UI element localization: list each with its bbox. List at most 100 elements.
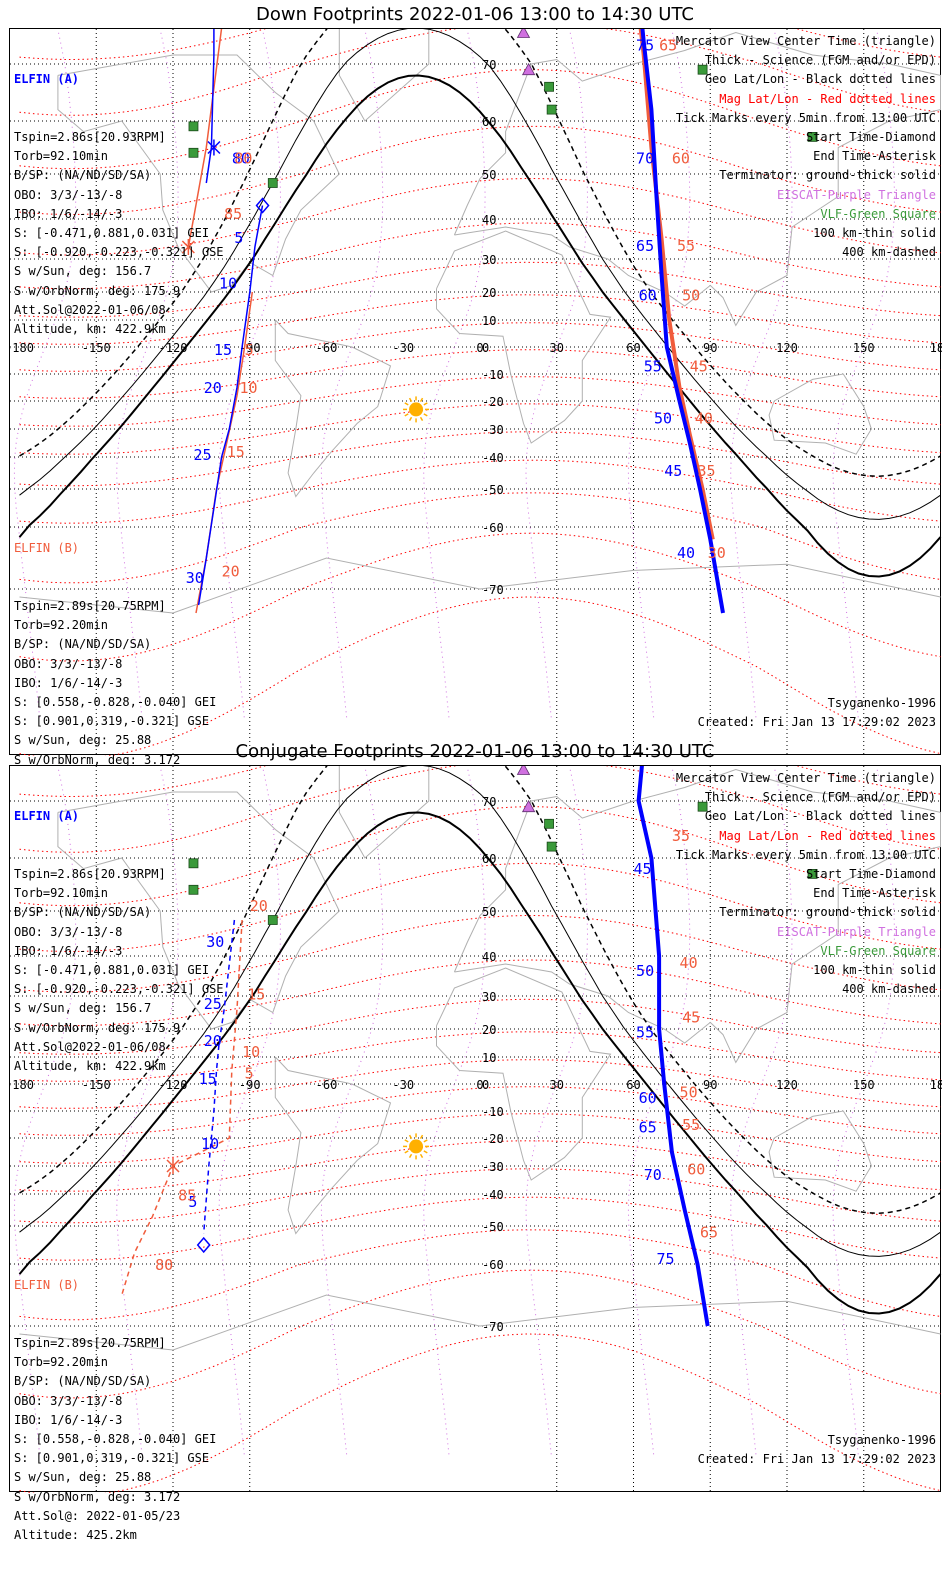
down-footprints-map: -180-150-120-90-60-300306090120150180706… — [9, 28, 942, 805]
latitude-tick-label: -20 — [482, 1132, 504, 1146]
latitude-tick-label: -60 — [482, 521, 504, 535]
vlf-square-icon — [546, 104, 557, 115]
mag-latitude-line — [19, 349, 941, 399]
elfin-b-track-west — [121, 919, 243, 1296]
info-line: OBO: 3/3/-13/-8 — [14, 1393, 123, 1408]
sun-ray — [419, 416, 424, 422]
latitude-tick-label: -30 — [482, 423, 504, 437]
elfin-b-params: Tspin=2.89s[20.75RPM] Torb=92.20min B/SP: … — [14, 1334, 216, 1545]
legend-entry: Mercator View Center Time (triangle) — [675, 34, 936, 48]
mag-latitude-line — [19, 29, 941, 61]
elfin-a-track-main — [197, 205, 264, 606]
elfin-a-tick-label: 25 — [193, 446, 211, 464]
legend-entry: Mag Lat/Lon - Red dotted lines — [719, 828, 936, 843]
elfin-a-tick-label: 20 — [204, 1032, 222, 1050]
end-asterisk-icon — [166, 1158, 180, 1174]
coastline — [338, 766, 430, 859]
elfin-a-tick-label: 10 — [219, 275, 237, 293]
elfin-a-tick-label: 65 — [636, 237, 654, 255]
elfin-a-tick-label: 70 — [644, 1166, 662, 1184]
info-line: Torb=92.20min — [14, 618, 108, 633]
mag-latitude-line — [19, 1168, 941, 1224]
longitude-tick-label: -30 — [392, 341, 414, 355]
vlf-square-icon — [697, 801, 708, 812]
sun-ray — [404, 1150, 409, 1154]
latitude-tick-label: 60 — [482, 115, 496, 129]
elfin-b-tick-label: 65 — [659, 37, 677, 55]
elfin-a-tick-label: 10 — [201, 1135, 219, 1153]
elfin-a-tick-label: 5 — [188, 1193, 197, 1211]
sun-ray — [423, 1150, 428, 1154]
created-timestamp: Created: Fri Jan 13 17:29:02 2023 — [697, 1452, 936, 1466]
mag-latitude-line — [19, 125, 941, 216]
elfin-a-tick-label: 55 — [644, 357, 662, 375]
vlf-square-icon — [546, 841, 557, 852]
elfin-a-tick-label: 40 — [677, 544, 695, 562]
mag-latitude-line — [19, 862, 941, 953]
terminator-ground-line — [18, 811, 942, 1315]
legend-entry: Start Time-Diamond — [805, 867, 936, 882]
info-line: S w/Sun, deg: 156.7 — [14, 264, 152, 279]
mag-latitude-line — [19, 1059, 941, 1109]
elfin-a-tick-label: 30 — [206, 933, 224, 951]
sun-ray — [419, 1153, 424, 1159]
elfin-b-tick-label: 85 — [224, 205, 242, 223]
longitude-tick-label: -150 — [82, 1078, 111, 1092]
info-line: Altitude: 425.2km — [14, 1528, 137, 1543]
mag-latitude-line — [19, 1113, 941, 1164]
mag-latitude-line — [19, 1229, 941, 1321]
elfin-b-tick-label: 35 — [672, 827, 690, 845]
elfin-a-info-block: ELFIN (A) Tspin=2.86s[20.93RPM] Torb=92.1… — [14, 32, 224, 378]
info-line: OBO: 3/3/-13/-8 — [14, 187, 123, 202]
info-line: Torb=92.10min — [14, 886, 108, 901]
longitude-tick-label: 150 — [853, 341, 875, 355]
elfin-a-tick-label: 20 — [204, 379, 222, 397]
terminator-400km-line — [19, 766, 941, 1214]
legend-entry: Start Time-Diamond — [805, 130, 936, 145]
info-line: S w/OrbNorm, deg: 3.172 — [14, 752, 181, 767]
elfin-b-tick-label: 60 — [672, 149, 690, 167]
vlf-square-icon — [188, 121, 199, 132]
terminator-ground-line — [18, 74, 942, 578]
info-line: Att.Sol@2022-01-06/08 — [14, 302, 166, 317]
elfin-b-tick-label: 60 — [687, 1160, 705, 1178]
longitude-tick-label: 0 — [476, 1078, 483, 1092]
elfin-b-track-west — [187, 29, 223, 248]
latitude-tick-label: 70 — [482, 58, 496, 72]
sun-ray — [423, 1139, 428, 1143]
elfin-b-tick-label: 20 — [222, 563, 240, 581]
mag-latitude-line — [19, 1333, 941, 1493]
elfin-a-info-block: ELFIN (A) Tspin=2.86s[20.93RPM] Torb=92.1… — [14, 769, 224, 1115]
longitude-tick-label: -60 — [316, 341, 338, 355]
latitude-tick-label: 60 — [482, 852, 496, 866]
longitude-tick-label: 30 — [550, 341, 564, 355]
latitude-tick-label: 50 — [482, 905, 496, 919]
mag-latitude-line — [19, 177, 941, 256]
eiscat-triangle-icon — [521, 799, 536, 813]
sun-ray — [423, 402, 428, 406]
latitude-tick-label: 20 — [482, 286, 496, 300]
sun-ray — [419, 397, 424, 402]
mag-latitude-line — [19, 459, 941, 524]
legend-entry: VLF-Green Square — [820, 206, 936, 221]
mag-latitude-line — [19, 959, 941, 1027]
longitude-tick-label: -120 — [159, 1078, 188, 1092]
elfin-b-tick-label: 5 — [245, 341, 254, 359]
info-line: S: [0.901,0.319,-0.321] GSE — [14, 714, 210, 729]
elfin-a-tick-label: 80 — [232, 149, 250, 167]
elfin-b-tick-label: 45 — [690, 357, 708, 375]
elfin-b-tick-label: 30 — [708, 544, 726, 562]
terminator-100km-line — [19, 766, 941, 1257]
elfin-b-tick-label: 50 — [680, 1084, 698, 1102]
elfin-b-tick-label: 45 — [682, 1008, 700, 1026]
mag-latitude-line — [19, 294, 941, 345]
vlf-square-icon — [267, 915, 278, 925]
elfin-a-tick-label: 30 — [186, 569, 204, 587]
longitude-tick-label: 60 — [626, 341, 640, 355]
info-line: S w/Sun, deg: 156.7 — [14, 1001, 152, 1016]
coastline — [274, 319, 392, 498]
mag-latitude-line — [19, 806, 941, 907]
latitude-tick-label: 30 — [482, 253, 496, 267]
mag-latitude-line — [19, 532, 941, 662]
down-footprints-canvas: -180-150-120-90-60-300306090120150180706… — [10, 29, 942, 756]
